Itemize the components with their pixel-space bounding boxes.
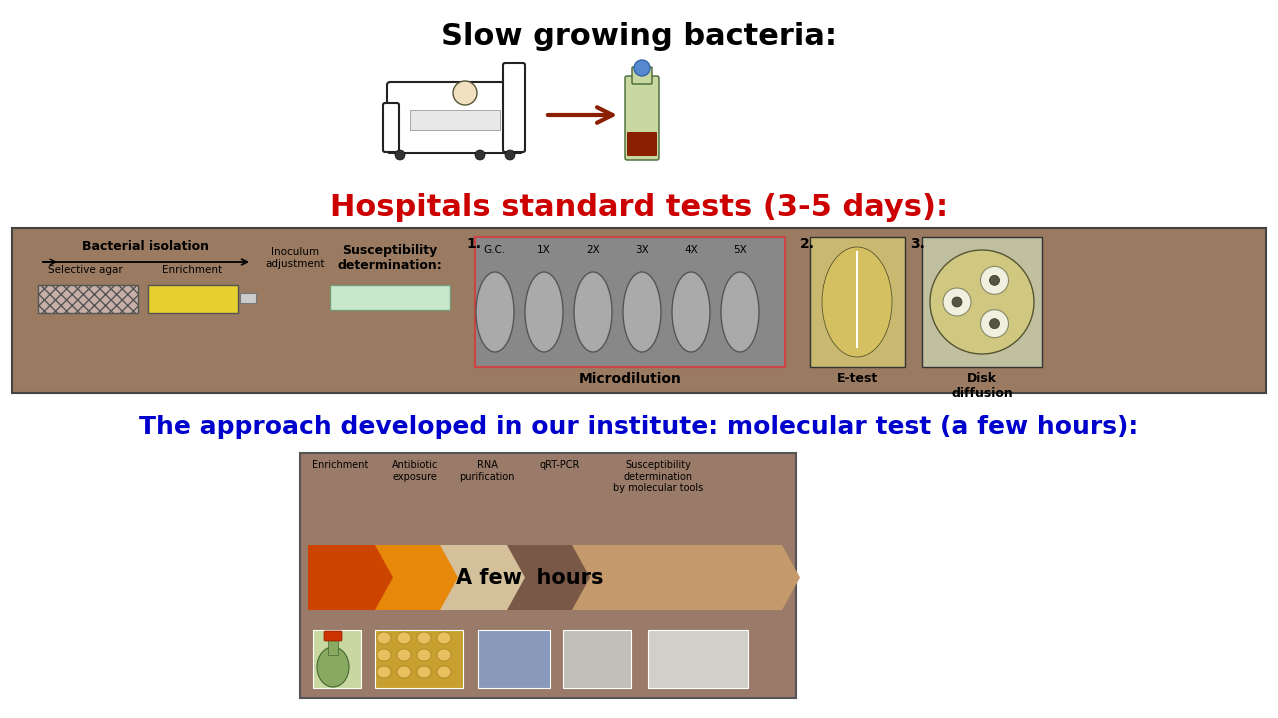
FancyBboxPatch shape: [374, 630, 463, 688]
FancyBboxPatch shape: [633, 67, 652, 84]
Text: Microdilution: Microdilution: [579, 372, 681, 386]
FancyBboxPatch shape: [325, 631, 343, 641]
Ellipse shape: [475, 272, 514, 352]
FancyBboxPatch shape: [625, 76, 659, 160]
Ellipse shape: [525, 272, 564, 352]
Text: 5X: 5X: [734, 245, 746, 255]
Ellipse shape: [437, 666, 451, 678]
Text: 3X: 3X: [635, 245, 649, 255]
Text: Susceptibility
determination:: Susceptibility determination:: [337, 244, 442, 272]
Circle shape: [980, 309, 1008, 337]
FancyBboxPatch shape: [810, 237, 905, 367]
Ellipse shape: [397, 649, 412, 661]
Polygon shape: [507, 545, 603, 610]
Circle shape: [505, 150, 515, 160]
Text: G.C.: G.C.: [484, 245, 506, 255]
Ellipse shape: [317, 647, 349, 687]
Polygon shape: [374, 545, 472, 610]
Ellipse shape: [622, 272, 661, 352]
Text: 4X: 4X: [684, 245, 698, 255]
Text: 1X: 1X: [537, 245, 551, 255]
Ellipse shape: [574, 272, 612, 352]
Text: 2.: 2.: [800, 237, 815, 251]
FancyBboxPatch shape: [387, 82, 523, 153]
FancyBboxPatch shape: [148, 285, 238, 313]
Ellipse shape: [822, 247, 892, 357]
Text: Inoculum
adjustment: Inoculum adjustment: [266, 247, 325, 269]
Ellipse shape: [377, 632, 391, 644]
Circle shape: [452, 81, 477, 105]
Text: A few  hours: A few hours: [456, 567, 603, 587]
FancyBboxPatch shape: [328, 637, 337, 655]
Ellipse shape: [397, 632, 412, 644]
Text: Enrichment: Enrichment: [312, 460, 368, 470]
Text: qRT-PCR: qRT-PCR: [539, 460, 580, 470]
Text: E-test: E-test: [836, 372, 878, 385]
Text: 2X: 2X: [587, 245, 599, 255]
Ellipse shape: [721, 272, 759, 352]
FancyBboxPatch shape: [504, 63, 525, 152]
Polygon shape: [440, 545, 538, 610]
Ellipse shape: [417, 632, 431, 644]
Text: 3.: 3.: [910, 237, 925, 251]
FancyBboxPatch shape: [475, 237, 785, 367]
Circle shape: [634, 60, 651, 76]
Text: Disk
diffusion: Disk diffusion: [951, 372, 1013, 400]
Ellipse shape: [672, 272, 711, 352]
Text: 1.: 1.: [466, 237, 481, 251]
FancyBboxPatch shape: [648, 630, 748, 688]
Text: Selective agar: Selective agar: [47, 265, 123, 275]
Circle shape: [943, 288, 971, 316]
Text: RNA
purification: RNA purification: [459, 460, 515, 482]
Polygon shape: [573, 545, 800, 610]
FancyBboxPatch shape: [240, 293, 256, 303]
FancyBboxPatch shape: [330, 285, 450, 310]
Text: Antibiotic
exposure: Antibiotic exposure: [392, 460, 438, 482]
Text: Bacterial isolation: Bacterial isolation: [82, 240, 208, 253]
Text: Slow growing bacteria:: Slow growing bacteria:: [441, 22, 837, 51]
FancyBboxPatch shape: [12, 228, 1266, 393]
Text: Enrichment: Enrichment: [162, 265, 222, 275]
Ellipse shape: [417, 649, 431, 661]
FancyBboxPatch shape: [627, 132, 657, 156]
FancyBboxPatch shape: [478, 630, 550, 688]
Ellipse shape: [437, 632, 451, 644]
FancyBboxPatch shape: [38, 285, 138, 313]
Ellipse shape: [417, 666, 431, 678]
Circle shape: [930, 250, 1034, 354]
Circle shape: [980, 266, 1008, 294]
Text: Susceptibility
determination
by molecular tools: Susceptibility determination by molecula…: [613, 460, 703, 493]
Circle shape: [395, 150, 405, 160]
FancyBboxPatch shape: [300, 453, 796, 698]
Circle shape: [989, 319, 999, 329]
Ellipse shape: [377, 649, 391, 661]
FancyBboxPatch shape: [921, 237, 1042, 367]
Ellipse shape: [397, 666, 412, 678]
Polygon shape: [410, 110, 500, 130]
Text: The approach developed in our institute: molecular test (a few hours):: The approach developed in our institute:…: [139, 415, 1139, 439]
FancyBboxPatch shape: [383, 103, 399, 152]
Text: Hospitals standard tests (3-5 days):: Hospitals standard tests (3-5 days):: [330, 193, 948, 222]
Ellipse shape: [377, 666, 391, 678]
Ellipse shape: [437, 649, 451, 661]
FancyBboxPatch shape: [564, 630, 631, 688]
FancyBboxPatch shape: [313, 630, 360, 688]
Polygon shape: [308, 545, 406, 610]
Circle shape: [952, 297, 962, 307]
Circle shape: [475, 150, 484, 160]
Circle shape: [989, 275, 999, 285]
